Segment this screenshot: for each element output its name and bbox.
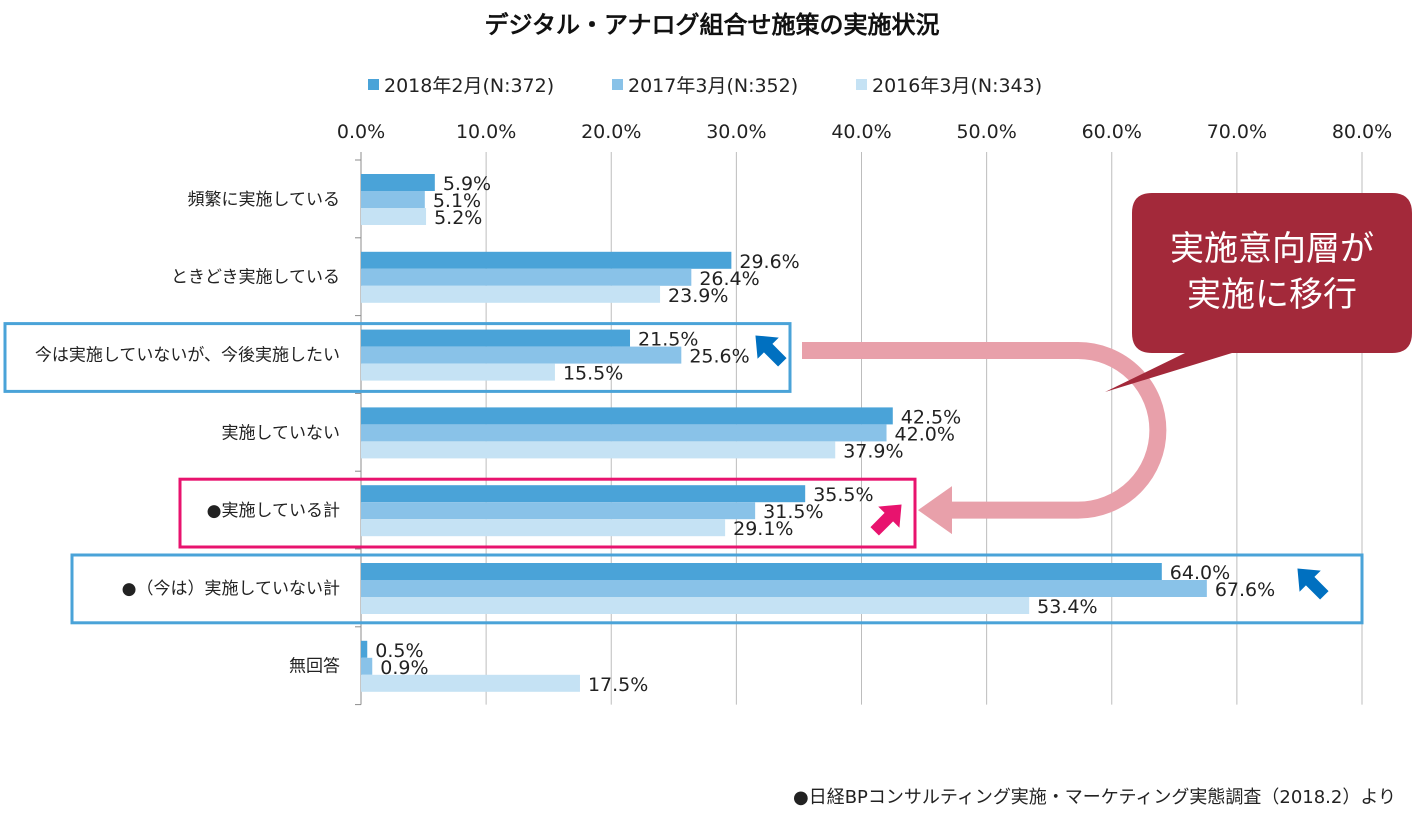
data-label-6-0: 0.5% — [375, 640, 423, 662]
data-label-3-0: 42.5% — [901, 406, 961, 428]
bar-4-1 — [361, 502, 756, 520]
data-label-4-1: 31.5% — [763, 501, 823, 523]
category-label-3: 実施していない — [222, 423, 341, 443]
bar-5-0 — [361, 563, 1162, 580]
legend-swatch-2 — [856, 79, 867, 90]
data-label-5-1: 67.6% — [1215, 579, 1275, 601]
data-label-1-1: 26.4% — [699, 268, 759, 290]
bar-1-0 — [361, 251, 732, 269]
data-label-0-1: 5.1% — [433, 190, 481, 212]
bar-5-1 — [361, 580, 1207, 597]
category-label-5: ●（今は）実施していない計 — [122, 579, 340, 599]
x-axis: 0.0% 10.0% 20.0% 30.0% 40.0% 50.0% 60.0% 70.0% 8… — [337, 121, 1392, 143]
legend-swatch-0 — [368, 79, 379, 90]
data-label-2-0: 21.5% — [638, 329, 698, 351]
data-label-2-2: 15.5% — [563, 363, 623, 385]
bar-0-1 — [361, 191, 425, 208]
legend-label-2: 2016年3月(N:343) — [872, 75, 1042, 97]
data-label-1-2: 23.9% — [668, 285, 728, 307]
callout-text-line2: 実施に移行 — [1187, 275, 1357, 315]
bar-6-2 — [361, 674, 580, 692]
category-label-2: 今は実施していないが、今後実施したい — [35, 346, 340, 366]
legend-label-0: 2018年2月(N:372) — [384, 75, 554, 97]
bar-1-2 — [361, 285, 661, 303]
source-note: ●日経BPコンサルティング実施・マーケティング実態調査（2018.2）より — [793, 787, 1396, 808]
bar-3-1 — [361, 424, 887, 442]
highlight-box-not-implementing-total — [70, 553, 1364, 625]
x-tick-label-6: 60.0% — [1082, 121, 1142, 143]
data-label-6-1: 0.9% — [380, 657, 428, 679]
bar-6-0 — [361, 640, 368, 658]
data-label-5-2: 53.4% — [1037, 596, 1097, 618]
arrow-icon-implementing-shape — [870, 504, 902, 536]
bar-2-0 — [361, 329, 631, 347]
bar-3-2 — [361, 441, 836, 459]
category-label-1: ときどき実施している — [171, 268, 340, 288]
data-label-5-0: 64.0% — [1170, 562, 1230, 584]
data-label-3-2: 37.9% — [843, 440, 903, 462]
x-tick-label-2: 20.0% — [581, 121, 641, 143]
transfer-arrowhead — [918, 486, 952, 535]
x-tick-label-7: 70.0% — [1207, 121, 1267, 143]
data-label-3-1: 42.0% — [895, 423, 955, 445]
data-label-2-1: 25.6% — [689, 346, 749, 368]
callout-bubble — [1105, 193, 1412, 392]
arrow-icon-implementing — [870, 504, 902, 536]
legend-label-1: 2017年3月(N:352) — [628, 75, 798, 97]
data-label-1-0: 29.6% — [739, 251, 799, 273]
data-label-4-2: 29.1% — [733, 518, 793, 540]
arrow-icon-not-implementing — [1297, 568, 1329, 600]
chart-title: デジタル・アナログ組合せ施策の実施状況 — [484, 11, 939, 39]
data-label-4-0: 35.5% — [813, 484, 873, 506]
category-labels: 頻繁に実施しているときどき実施している今は実施していないが、今後実施したい実施し… — [35, 190, 340, 677]
bar-3-0 — [361, 407, 893, 425]
bar-4-0 — [361, 485, 806, 503]
x-tick-label-3: 30.0% — [706, 121, 766, 143]
bar-6-1 — [361, 657, 373, 675]
x-tick-label-4: 40.0% — [831, 121, 891, 143]
value-labels: 5.9%5.1%5.2% 29.6%26.4%23.9% 21.5%25.6% 15.… — [375, 173, 1275, 696]
highlight-box-intend — [3, 322, 792, 393]
data-label-0-2: 5.2% — [434, 207, 482, 229]
bar-0-0 — [361, 174, 435, 191]
legend-swatch-1 — [612, 79, 623, 90]
transfer-arrow-band — [802, 342, 1167, 519]
bar-2-1 — [361, 346, 682, 364]
arrow-icon-intend-shape — [755, 335, 787, 367]
category-label-4: ●実施している計 — [207, 501, 340, 521]
bar-2-2 — [361, 363, 555, 381]
category-label-0: 頻繁に実施している — [188, 190, 341, 210]
x-tick-label-0: 0.0% — [337, 121, 385, 143]
data-label-6-2: 17.5% — [588, 674, 648, 696]
callout-text-line1: 実施意向層が — [1170, 229, 1374, 269]
arrow-icon-not-implementing-shape — [1297, 568, 1329, 600]
bar-4-2 — [361, 519, 726, 537]
data-label-0-0: 5.9% — [443, 173, 491, 195]
x-tick-label-5: 50.0% — [956, 121, 1016, 143]
category-label-6: 無回答 — [289, 657, 340, 677]
bar-5-2 — [361, 597, 1030, 614]
legend: 2018年2月(N:372) 2017年3月(N:352) 2016年3月(N:34… — [368, 75, 1042, 97]
bar-0-2 — [361, 208, 427, 225]
highlight-box-implementing-total — [178, 477, 917, 549]
bars — [361, 174, 1207, 692]
x-tick-label-8: 80.0% — [1332, 121, 1392, 143]
x-tick-label-1: 10.0% — [456, 121, 516, 143]
arrow-icon-intend — [755, 335, 787, 367]
bar-1-1 — [361, 268, 692, 286]
